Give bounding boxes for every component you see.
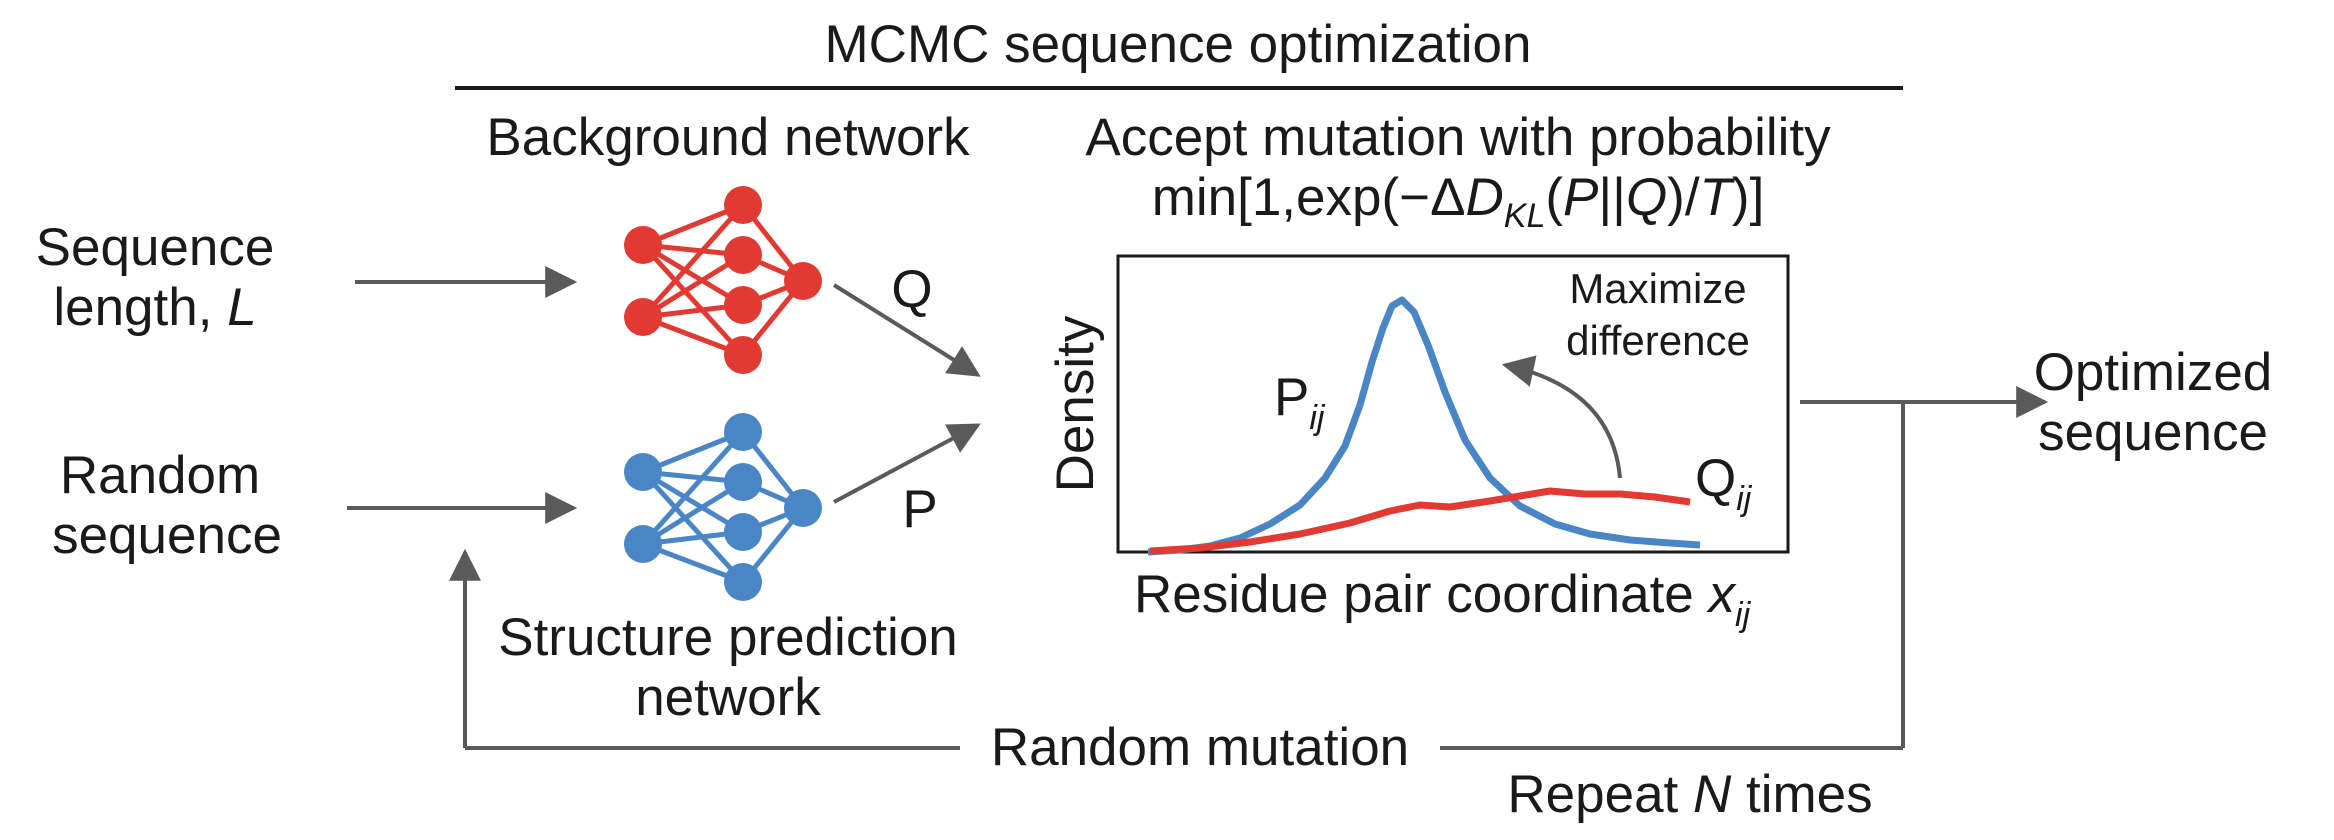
random-sequence-label-line1: Random — [60, 446, 260, 505]
acceptance-rule-formula: min[1,exp(−ΔDKL(P||Q)/T)] — [1152, 168, 1765, 235]
structure-network-node — [624, 525, 662, 563]
density-plot-frame — [1116, 254, 1790, 554]
background-network-edge — [641, 203, 745, 319]
structure-network-icon — [624, 413, 822, 601]
residue-coordinate-axis-label: Residue pair coordinate xij — [1134, 565, 1752, 634]
p-density-curve — [1147, 296, 1701, 556]
background-network-node — [724, 236, 762, 274]
sequence-length-label-line1: Sequence — [36, 218, 275, 277]
header-title: MCMC sequence optimization — [825, 15, 1532, 74]
background-network-node — [724, 186, 762, 224]
q-output-arrow — [832, 283, 981, 377]
structure-network-label-line1: Structure prediction — [498, 608, 958, 667]
density-axis-label: Density — [1046, 315, 1105, 492]
background-network-node — [724, 286, 762, 324]
maximize-annotation-line2: difference — [1566, 317, 1750, 364]
q-density-curve — [1149, 487, 1691, 555]
maximize-difference-arrow — [1501, 355, 1622, 479]
structure-network-label-line2: network — [635, 668, 821, 727]
optimized-sequence-line2: sequence — [2038, 403, 2268, 462]
background-network-node — [624, 226, 662, 264]
structure-network-node — [724, 463, 762, 501]
q-curve-label: Qij — [1695, 449, 1753, 518]
background-network-node — [724, 336, 762, 374]
background-network-icon — [624, 186, 822, 374]
acceptance-rule-line1: Accept mutation with probability — [1085, 108, 1831, 167]
structure-network-node — [724, 413, 762, 451]
background-network-edge — [641, 242, 745, 308]
background-network-label: Background network — [486, 108, 970, 167]
p-curve-label: Pij — [1274, 368, 1326, 437]
structure-network-node — [784, 489, 822, 527]
structure-network-node — [724, 513, 762, 551]
p-output-arrow — [833, 423, 981, 504]
p-output-label: P — [902, 480, 937, 539]
structure-network-edge — [641, 430, 745, 546]
structure-network-edge — [641, 479, 745, 547]
structure-network-node — [624, 453, 662, 491]
background-network-edge — [641, 252, 745, 320]
structure-network-node — [724, 563, 762, 601]
background-network-node — [784, 262, 822, 300]
q-output-label: Q — [891, 260, 932, 319]
structure-network-edge — [641, 470, 745, 584]
structure-network-edge — [641, 469, 745, 535]
repeat-n-times-label: Repeat N times — [1507, 765, 1872, 824]
random-sequence-label-line2: sequence — [52, 506, 282, 565]
background-network-edge — [641, 243, 745, 357]
background-network-node — [624, 298, 662, 336]
random-mutation-label: Random mutation — [991, 718, 1409, 777]
sequence-length-label-line2: length, L — [53, 278, 256, 337]
maximize-annotation-line1: Maximize — [1569, 265, 1746, 312]
optimized-sequence-line1: Optimized — [2034, 343, 2273, 402]
